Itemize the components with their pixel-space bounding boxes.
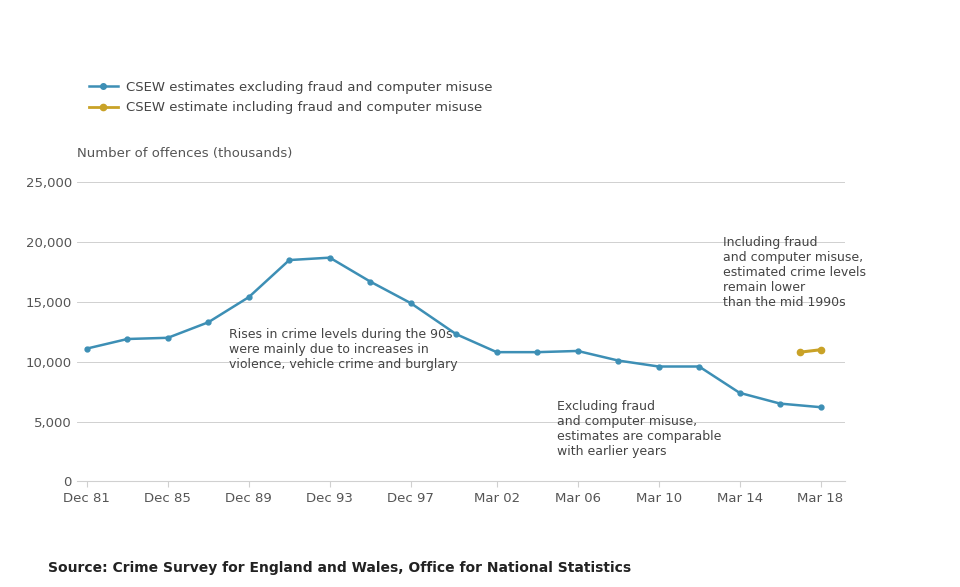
Text: Source: Crime Survey for England and Wales, Office for National Statistics: Source: Crime Survey for England and Wal… [48,561,631,575]
Text: Rises in crime levels during the 90s
were mainly due to increases in
violence, v: Rises in crime levels during the 90s wer… [228,328,457,371]
Text: Number of offences (thousands): Number of offences (thousands) [77,147,292,160]
Text: Including fraud
and computer misuse,
estimated crime levels
remain lower
than th: Including fraud and computer misuse, est… [724,236,866,309]
Legend: CSEW estimates excluding fraud and computer misuse, CSEW estimate including frau: CSEW estimates excluding fraud and compu… [84,75,497,120]
Text: Excluding fraud
and computer misuse,
estimates are comparable
with earlier years: Excluding fraud and computer misuse, est… [558,400,722,458]
